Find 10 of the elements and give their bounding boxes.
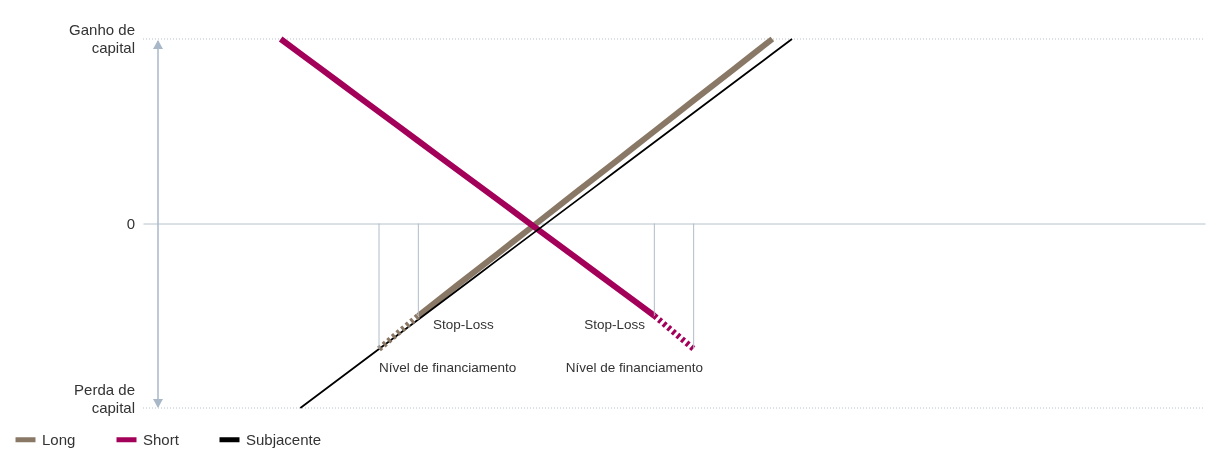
text: 0 xyxy=(126,215,135,232)
text: Perda de capital xyxy=(74,381,135,416)
legend-label: Short xyxy=(143,430,180,448)
text: Ganho de capital xyxy=(69,21,135,56)
legend-label: Subjacente xyxy=(246,430,322,448)
annotation: Stop-Loss xyxy=(433,317,495,332)
annotation: Nível de financiamento xyxy=(565,360,703,375)
annotation: Nível de financiamento xyxy=(379,360,517,375)
legend-label: Long xyxy=(42,430,76,448)
annotation: Stop-Loss xyxy=(584,317,646,332)
